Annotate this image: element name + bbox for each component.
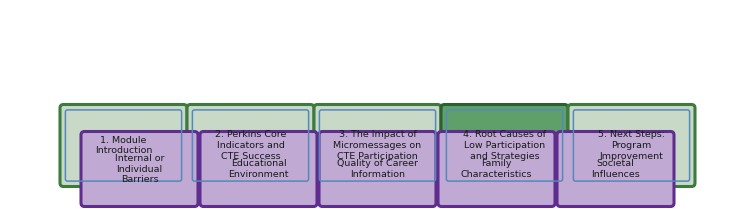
Text: Societal
Influences: Societal Influences: [591, 159, 640, 179]
FancyBboxPatch shape: [319, 131, 436, 206]
FancyBboxPatch shape: [438, 131, 555, 206]
FancyBboxPatch shape: [568, 104, 695, 186]
Text: 5. Next Steps:
Program
Improvement: 5. Next Steps: Program Improvement: [598, 130, 665, 161]
FancyBboxPatch shape: [557, 131, 674, 206]
Text: Educational
Environment: Educational Environment: [228, 159, 288, 179]
Text: Quality of Career
Information: Quality of Career Information: [337, 159, 418, 179]
FancyBboxPatch shape: [187, 104, 314, 186]
Text: Internal or
Individual
Barriers: Internal or Individual Barriers: [115, 154, 165, 184]
Text: 2. Perkins Core
Indicators and
CTE Success: 2. Perkins Core Indicators and CTE Succe…: [215, 130, 286, 161]
Text: 3. The Impact of
Micromessages on
CTE Participation: 3. The Impact of Micromessages on CTE Pa…: [334, 130, 421, 161]
FancyBboxPatch shape: [441, 104, 568, 186]
Text: 1. Module
Introduction: 1. Module Introduction: [95, 136, 153, 155]
Text: Family
Characteristics: Family Characteristics: [461, 159, 532, 179]
FancyBboxPatch shape: [200, 131, 317, 206]
FancyBboxPatch shape: [60, 104, 187, 186]
Text: 4. Root Causes of
Low Participation
and Strategies: 4. Root Causes of Low Participation and …: [463, 130, 546, 161]
FancyBboxPatch shape: [81, 131, 198, 206]
FancyBboxPatch shape: [314, 104, 441, 186]
